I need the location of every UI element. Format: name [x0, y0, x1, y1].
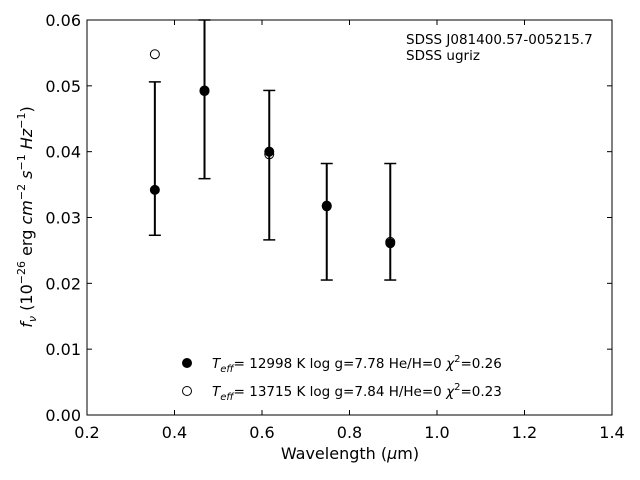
y-tick-label: 0.00 — [45, 406, 81, 425]
data-point-open — [199, 86, 210, 97]
data-point-open — [149, 49, 160, 60]
legend: Teff= 12998 K log g=7.78 He/H=0 χ2=0.26 … — [182, 354, 502, 403]
x-axis-title: Wavelength (μm) — [281, 444, 419, 463]
x-tick-label: 0.6 — [249, 423, 274, 442]
error-bars — [148, 19, 397, 281]
y-tick-label: 0.02 — [45, 274, 81, 293]
legend-label-2: Teff= 13715 K log g=7.84 H/He=0 χ2=0.23 — [212, 382, 502, 403]
x-tick-label: 0.8 — [337, 423, 362, 442]
legend-marker-open — [182, 386, 192, 396]
data-point-open — [385, 236, 396, 247]
x-tick-label: 1.2 — [512, 423, 537, 442]
x-tick-label: 0.2 — [74, 423, 99, 442]
y-tick-label: 0.06 — [45, 11, 81, 30]
annotation-object-name: SDSS J081400.57-005215.7 — [406, 32, 593, 48]
legend-marker-filled — [182, 358, 192, 368]
data-markers — [149, 49, 396, 249]
data-point-filled — [264, 146, 275, 157]
y-tick-label: 0.01 — [45, 340, 81, 359]
data-point-open — [264, 149, 275, 160]
legend-label-1: Teff= 12998 K log g=7.78 He/H=0 χ2=0.26 — [212, 354, 502, 375]
data-point-filled — [149, 184, 160, 195]
annotation-survey: SDSS ugriz — [406, 48, 480, 64]
y-tick-label: 0.05 — [45, 77, 81, 96]
data-point-open — [321, 201, 332, 212]
x-tick-label: 1.0 — [424, 423, 449, 442]
x-tick-label: 1.4 — [599, 423, 624, 442]
y-tick-label: 0.03 — [45, 209, 81, 228]
y-axis-ticks: 0.00 0.01 0.02 0.03 0.04 0.05 0.06 — [45, 11, 612, 425]
x-tick-label: 0.4 — [162, 423, 187, 442]
y-axis-title: fν (10−26 erg cm−2 s−1 Hz−1) — [15, 106, 39, 327]
y-tick-label: 0.04 — [45, 143, 81, 162]
x-axis-ticks: 0.2 0.4 0.6 0.8 1.0 1.2 1.4 — [74, 20, 625, 442]
